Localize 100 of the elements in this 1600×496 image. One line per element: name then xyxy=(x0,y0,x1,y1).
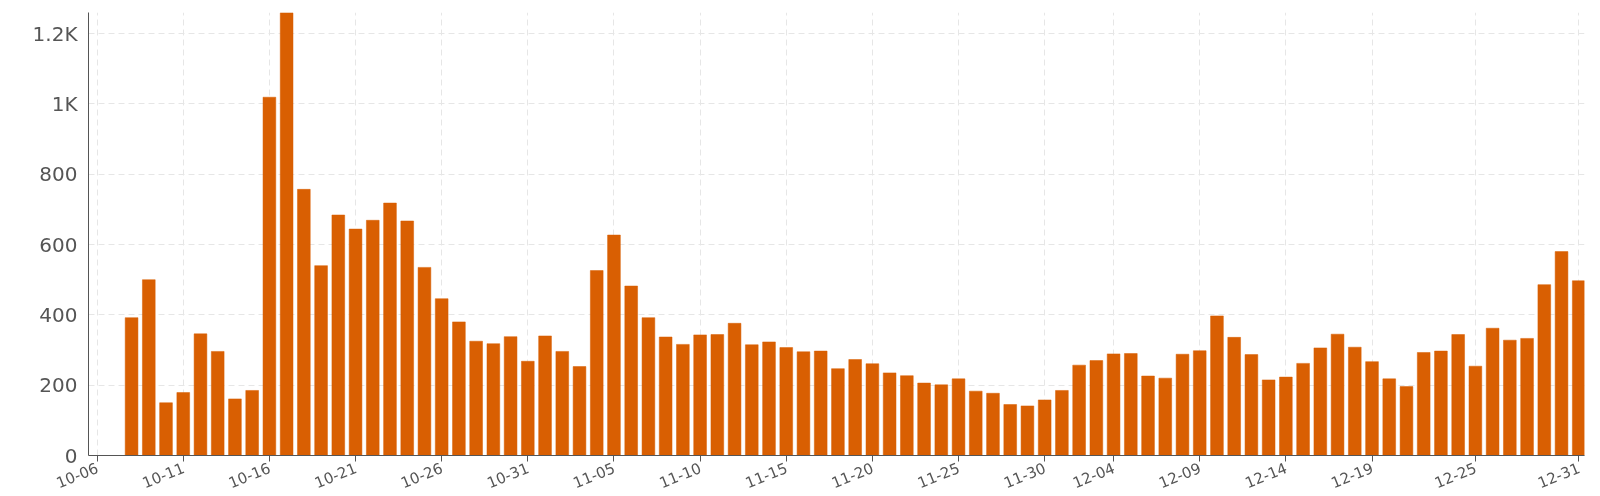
bar xyxy=(1158,377,1172,456)
bar xyxy=(314,265,328,456)
bar xyxy=(1089,360,1103,456)
y-tick-label: 600 xyxy=(39,232,78,257)
x-tick-label: 11-05 xyxy=(570,459,618,493)
bar xyxy=(400,220,414,456)
bar xyxy=(124,317,139,456)
bar xyxy=(1572,280,1585,456)
bar xyxy=(1330,333,1345,456)
bar xyxy=(555,351,569,456)
bar xyxy=(1124,353,1138,456)
bar xyxy=(1279,376,1293,456)
bar xyxy=(228,398,242,456)
bar xyxy=(469,340,483,456)
bar xyxy=(1313,347,1327,456)
bar xyxy=(607,234,621,456)
bar xyxy=(659,336,673,456)
x-tick-label: 11-10 xyxy=(656,459,704,493)
bar xyxy=(1451,334,1465,456)
bar xyxy=(796,351,811,456)
bar xyxy=(176,392,190,456)
bar xyxy=(245,390,259,456)
bar xyxy=(710,334,724,456)
bar xyxy=(848,359,862,456)
bar xyxy=(1348,346,1362,456)
bar xyxy=(1141,375,1155,456)
x-tick-label: 12-19 xyxy=(1328,459,1376,493)
bar xyxy=(348,228,363,456)
bar xyxy=(211,351,225,456)
x-tick-label: 11-30 xyxy=(1001,459,1049,493)
bar xyxy=(779,347,793,456)
bar xyxy=(676,344,690,456)
x-tick-label: 12-25 xyxy=(1431,459,1480,493)
bar xyxy=(1520,338,1534,456)
y-tick-label: 200 xyxy=(39,373,78,398)
bar xyxy=(900,375,914,456)
bar xyxy=(1503,339,1517,456)
bar xyxy=(1434,350,1448,456)
y-tick-label: 400 xyxy=(39,302,78,327)
bar xyxy=(624,285,638,456)
bar xyxy=(590,270,604,456)
x-tick-label: 12-09 xyxy=(1156,459,1204,493)
bar xyxy=(1262,379,1276,456)
bar xyxy=(1382,378,1396,456)
bar xyxy=(417,267,432,456)
x-tick-label: 12-14 xyxy=(1242,459,1290,493)
bar xyxy=(142,279,156,456)
bar xyxy=(762,341,776,456)
bar xyxy=(641,317,656,456)
bar xyxy=(917,382,931,456)
bar xyxy=(521,361,535,456)
bar xyxy=(297,189,311,456)
bar xyxy=(951,378,966,456)
bar xyxy=(452,321,466,456)
x-tick-label: 11-25 xyxy=(915,459,963,493)
bar xyxy=(1244,354,1259,456)
bar xyxy=(486,343,500,456)
y-tick-label: 0 xyxy=(64,443,78,468)
bar xyxy=(383,202,397,456)
bar xyxy=(366,220,380,456)
bar xyxy=(1055,390,1069,456)
bar xyxy=(435,298,449,456)
bar xyxy=(1296,363,1310,456)
bar xyxy=(986,393,1000,456)
x-tick-label: 10-11 xyxy=(139,459,188,493)
bar xyxy=(969,390,983,456)
bar xyxy=(727,323,742,456)
bar xyxy=(1003,404,1017,456)
bar xyxy=(1417,352,1431,456)
bar xyxy=(280,12,294,456)
bar xyxy=(1106,353,1121,456)
bar xyxy=(331,214,345,456)
x-tick-label: 10-31 xyxy=(484,459,532,493)
bar xyxy=(572,366,587,456)
bar xyxy=(1175,353,1190,456)
x-tick-label: 11-15 xyxy=(742,459,790,493)
bar xyxy=(262,96,277,456)
y-tick-label: 1.2K xyxy=(32,21,79,46)
bar xyxy=(1485,327,1500,456)
bar xyxy=(1227,337,1241,456)
bar xyxy=(934,384,948,456)
bar xyxy=(1193,350,1207,456)
bar xyxy=(1210,315,1224,456)
x-tick-label: 12-04 xyxy=(1070,459,1118,493)
x-tick-label: 12-31 xyxy=(1535,459,1583,493)
y-tick-label: 800 xyxy=(39,162,78,187)
bar xyxy=(745,344,759,456)
bar xyxy=(538,335,552,456)
bar xyxy=(193,333,208,456)
x-tick-label: 11-20 xyxy=(828,459,877,493)
x-tick-label: 10-16 xyxy=(225,459,274,493)
x-tick-label: 10-26 xyxy=(398,459,446,493)
bar xyxy=(814,350,828,456)
bar xyxy=(1072,364,1086,456)
bar xyxy=(1468,365,1483,456)
bar xyxy=(831,368,845,456)
bar xyxy=(883,372,897,456)
y-tick-label: 1K xyxy=(51,91,79,116)
bar xyxy=(503,336,518,456)
bar xyxy=(1020,405,1035,456)
